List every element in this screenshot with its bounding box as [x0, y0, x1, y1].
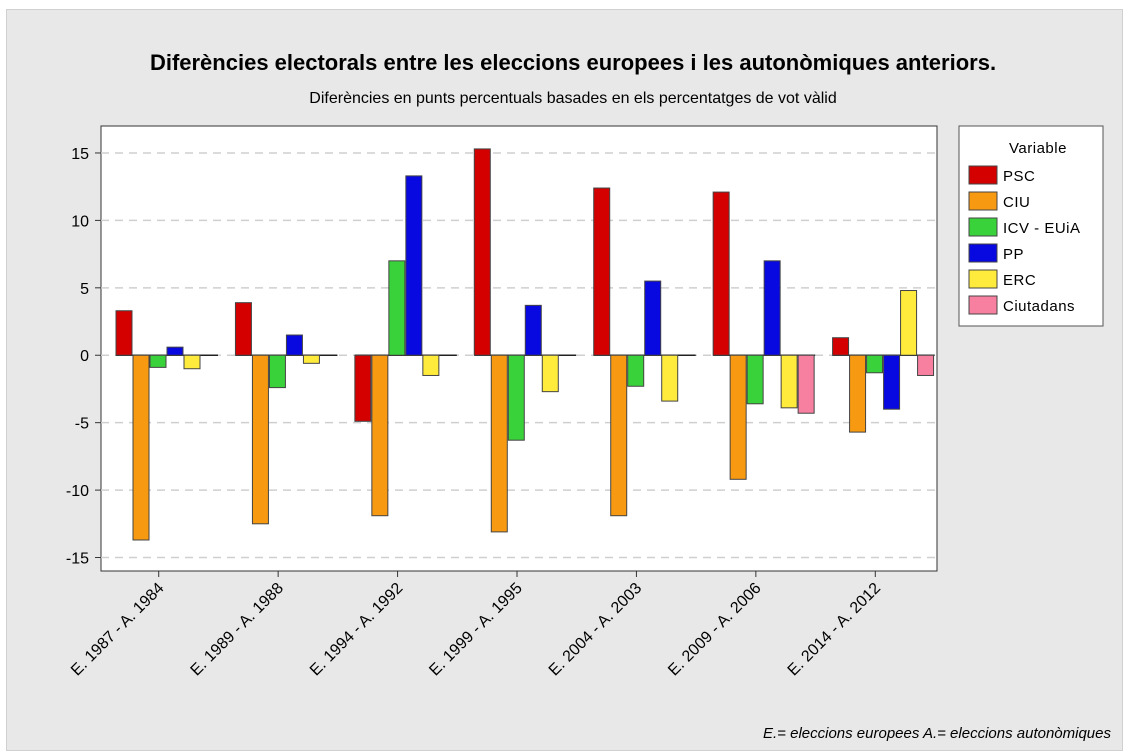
x-tick-label: E. 2009 - A. 2006 [665, 580, 765, 680]
legend-title: Variable [1009, 140, 1067, 157]
bar-erc [422, 354, 440, 376]
bar-icv-euia [746, 354, 764, 405]
bar-psc [593, 187, 611, 356]
legend-swatch [968, 269, 998, 289]
bar-icv-euia [627, 354, 645, 387]
legend-label: PSC [1003, 168, 1035, 185]
bar-erc [302, 354, 320, 364]
bar-erc [541, 354, 559, 393]
bar-pp [405, 175, 423, 356]
bar-pp [524, 304, 542, 356]
bar-ciu [251, 354, 269, 525]
bar-erc [183, 354, 201, 370]
legend-swatch [968, 165, 998, 185]
bar-pp [883, 354, 901, 410]
y-axis: -15 -10 -5 0 5 10 15 [66, 146, 101, 568]
bar-psc [712, 191, 730, 356]
y-tick-label: 0 [80, 348, 89, 365]
bar-icv-euia [149, 354, 167, 368]
bar-ciu [849, 354, 867, 433]
x-tick-label: E. 1994 - A. 1992 [307, 580, 407, 680]
y-tick-label: 10 [71, 213, 89, 230]
y-tick-label: 5 [80, 281, 89, 298]
chart-svg: Diferències electorals entre les eleccio… [66, 50, 1112, 742]
bar-psc [354, 354, 372, 422]
x-tick-label: E. 1987 - A. 1984 [68, 580, 168, 680]
y-tick-label: -10 [66, 483, 89, 500]
legend-label: Ciutadans [1003, 298, 1075, 315]
bar-erc [780, 354, 798, 409]
bars [115, 148, 935, 541]
bar-ciutadans [917, 354, 935, 376]
chart-title: Diferències electorals entre les eleccio… [150, 50, 996, 75]
legend-label: CIU [1003, 194, 1030, 211]
bar-pp [763, 260, 781, 356]
bar-ciu [490, 354, 508, 533]
bar-erc [900, 290, 918, 356]
bar-psc [234, 302, 252, 356]
y-tick-label: -15 [66, 551, 89, 568]
plot-area [100, 125, 938, 572]
x-tick-label: E. 2004 - A. 2003 [546, 580, 646, 680]
bar-icv-euia [268, 354, 286, 389]
legend-swatch [968, 217, 998, 237]
x-tick-label: E. 1999 - A. 1995 [426, 580, 526, 680]
bar-icv-euia [866, 354, 884, 374]
footnote: E.= eleccions europees A.= eleccions aut… [763, 725, 1111, 742]
bar-psc [832, 337, 850, 356]
legend-label: ERC [1003, 272, 1036, 289]
bar-pp [644, 280, 662, 356]
chart-frame: Diferències electorals entre les eleccio… [6, 9, 1123, 751]
legend-swatch [968, 243, 998, 263]
legend-label: ICV - EUiA [1003, 220, 1081, 237]
legend-swatch [968, 191, 998, 211]
bar-icv-euia [507, 354, 525, 441]
bar-ciutadans [797, 354, 815, 414]
legend: Variable PSC CIU ICV - EUiA PP ERC Ciutadans [958, 125, 1104, 327]
legend-swatch [968, 295, 998, 315]
x-axis: E. 1987 - A. 1984 E. 1989 - A. 1988 E. 199… [68, 571, 884, 679]
bar-ciu [132, 354, 150, 541]
bar-icv-euia [388, 260, 406, 356]
bar-pp [285, 334, 303, 356]
bar-psc [473, 148, 491, 356]
bar-ciu [371, 354, 389, 517]
bar-ciu [729, 354, 747, 480]
y-tick-label: -5 [75, 416, 89, 433]
x-tick-label: E. 2014 - A. 2012 [785, 580, 885, 680]
y-tick-label: 15 [71, 146, 89, 163]
legend-label: PP [1003, 246, 1024, 263]
chart-subtitle: Diferències en punts percentuals basades… [309, 90, 836, 107]
bar-ciu [610, 354, 628, 517]
bar-erc [661, 354, 679, 402]
x-tick-label: E. 1989 - A. 1988 [188, 580, 288, 680]
bar-pp [166, 346, 184, 356]
bar-psc [115, 310, 133, 356]
